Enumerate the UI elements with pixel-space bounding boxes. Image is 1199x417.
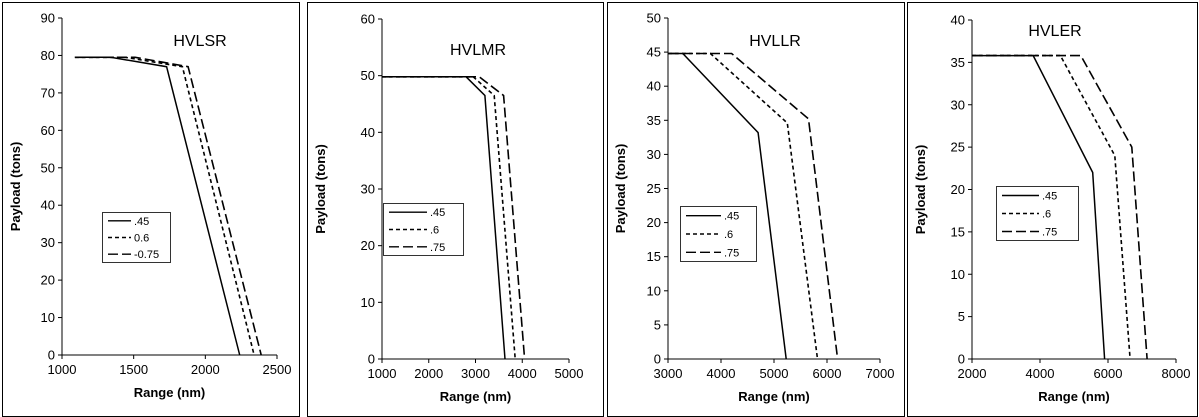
x-tick-label: 7000 — [866, 366, 895, 381]
chart-title: HVLER — [1028, 23, 1081, 40]
x-tick-label: 2000 — [958, 366, 987, 381]
y-tick-label: 90 — [41, 11, 55, 26]
y-tick-label: 50 — [41, 160, 55, 175]
chart-title: HVLLR — [749, 33, 801, 50]
series-line — [972, 54, 1148, 360]
y-tick-label: 10 — [361, 295, 375, 310]
x-tick-label: 3000 — [461, 366, 490, 381]
y-tick-label: 45 — [647, 45, 661, 60]
y-axis-label: Payload (tons) — [8, 142, 23, 232]
series-line — [74, 56, 255, 356]
legend-label: .75 — [430, 242, 445, 254]
x-tick-label: 3000 — [654, 366, 683, 381]
chart-hvlmr: 0 10 20 30 40 50 60 1000 2000 3000 4000 5000 Range (… — [307, 2, 604, 417]
y-tick-label: 5 — [654, 317, 661, 332]
x-tick-label: 4000 — [1026, 366, 1055, 381]
x-tick-label: 8000 — [1162, 366, 1191, 381]
series-line — [668, 52, 839, 360]
x-tick-label: 1000 — [368, 366, 397, 381]
y-tick-label: 0 — [48, 348, 55, 363]
y-tick-label: 25 — [647, 181, 661, 196]
legend: .45 .6 .75 — [383, 203, 464, 256]
legend-label: .45 — [430, 207, 445, 219]
y-tick-label: 35 — [951, 55, 965, 70]
y-tick-label: 0 — [654, 352, 661, 367]
legend-label: .75 — [724, 247, 739, 259]
chart-border — [2, 2, 300, 417]
legend-label: .75 — [1042, 227, 1057, 239]
x-tick-label: 6000 — [813, 366, 842, 381]
x-tick-label: 4000 — [707, 366, 736, 381]
legend-label: .45 — [1042, 191, 1057, 203]
y-tick-label: 30 — [41, 235, 55, 250]
series-line — [382, 76, 526, 360]
y-tick-label: 35 — [647, 113, 661, 128]
y-tick-label: 0 — [958, 352, 965, 367]
x-axis-label: Range (nm) — [738, 389, 810, 404]
y-tick-label: 5 — [958, 309, 965, 324]
legend-label: .6 — [724, 229, 733, 241]
x-axis-label: Range (nm) — [440, 389, 512, 404]
legend-label: -0.75 — [134, 249, 159, 261]
x-tick-label: 1500 — [119, 362, 148, 377]
legend-box — [383, 203, 464, 256]
y-tick-label: 20 — [951, 182, 965, 197]
y-tick-label: 40 — [41, 198, 55, 213]
y-tick-label: 60 — [361, 12, 375, 27]
x-tick-label: 2000 — [191, 362, 220, 377]
y-tick-label: 70 — [41, 85, 55, 100]
y-tick-label: 40 — [361, 125, 375, 140]
chart-hvllr: 0 5 10 15 20 25 30 35 40 45 50 3000 4000 5000 6000 7000… — [607, 2, 905, 417]
y-tick-label: 60 — [41, 123, 55, 138]
legend: .45 .6 .75 — [680, 206, 757, 262]
legend-label: .6 — [1042, 209, 1051, 221]
chart-title: HVLMR — [450, 42, 506, 59]
chart-title: HVLSR — [173, 33, 226, 50]
y-tick-label: 30 — [361, 182, 375, 197]
y-axis-label: Payload (tons) — [613, 144, 628, 234]
y-tick-label: 50 — [361, 68, 375, 83]
y-tick-label: 80 — [41, 48, 55, 63]
x-tick-label: 2500 — [263, 362, 292, 377]
x-tick-label: 4000 — [508, 366, 537, 381]
y-tick-label: 10 — [951, 267, 965, 282]
y-tick-label: 0 — [368, 352, 375, 367]
y-tick-label: 40 — [647, 79, 661, 94]
y-axis-label: Payload (tons) — [913, 145, 928, 235]
legend-label: 0.6 — [134, 233, 149, 245]
legend-box — [680, 206, 757, 262]
y-tick-label: 20 — [361, 238, 375, 253]
y-tick-label: 10 — [41, 310, 55, 325]
y-tick-label: 10 — [647, 283, 661, 298]
y-axis-label: Payload (tons) — [313, 144, 328, 234]
x-tick-label: 2000 — [414, 366, 443, 381]
y-tick-label: 20 — [41, 273, 55, 288]
y-tick-label: 30 — [951, 97, 965, 112]
y-tick-label: 20 — [647, 215, 661, 230]
y-tick-label: 25 — [951, 140, 965, 155]
legend-label: .6 — [430, 225, 439, 237]
x-axis-label: Range (nm) — [134, 385, 206, 400]
series-line — [74, 56, 262, 356]
y-tick-label: 50 — [647, 11, 661, 26]
x-tick-label: 1000 — [48, 362, 77, 377]
y-tick-label: 30 — [647, 147, 661, 162]
y-tick-label: 15 — [951, 224, 965, 239]
y-tick-label: 40 — [951, 13, 965, 28]
chart-hvler: 0 5 10 15 20 25 30 35 40 2000 4000 6000 8000 Range (n… — [907, 2, 1198, 417]
x-tick-label: 6000 — [1094, 366, 1123, 381]
x-tick-label: 5000 — [760, 366, 789, 381]
legend-label: .45 — [134, 216, 149, 228]
legend: .45 .6 .75 — [996, 186, 1079, 241]
x-axis-label: Range (nm) — [1038, 389, 1110, 404]
x-tick-label: 5000 — [555, 366, 584, 381]
legend-label: .45 — [724, 211, 739, 223]
y-tick-label: 15 — [647, 249, 661, 264]
chart-hvlsr: 0 10 20 30 40 50 60 70 80 90 1000 1500 2000 2500 Range… — [2, 2, 300, 417]
legend: .45 0.6 -0.75 — [102, 212, 171, 263]
